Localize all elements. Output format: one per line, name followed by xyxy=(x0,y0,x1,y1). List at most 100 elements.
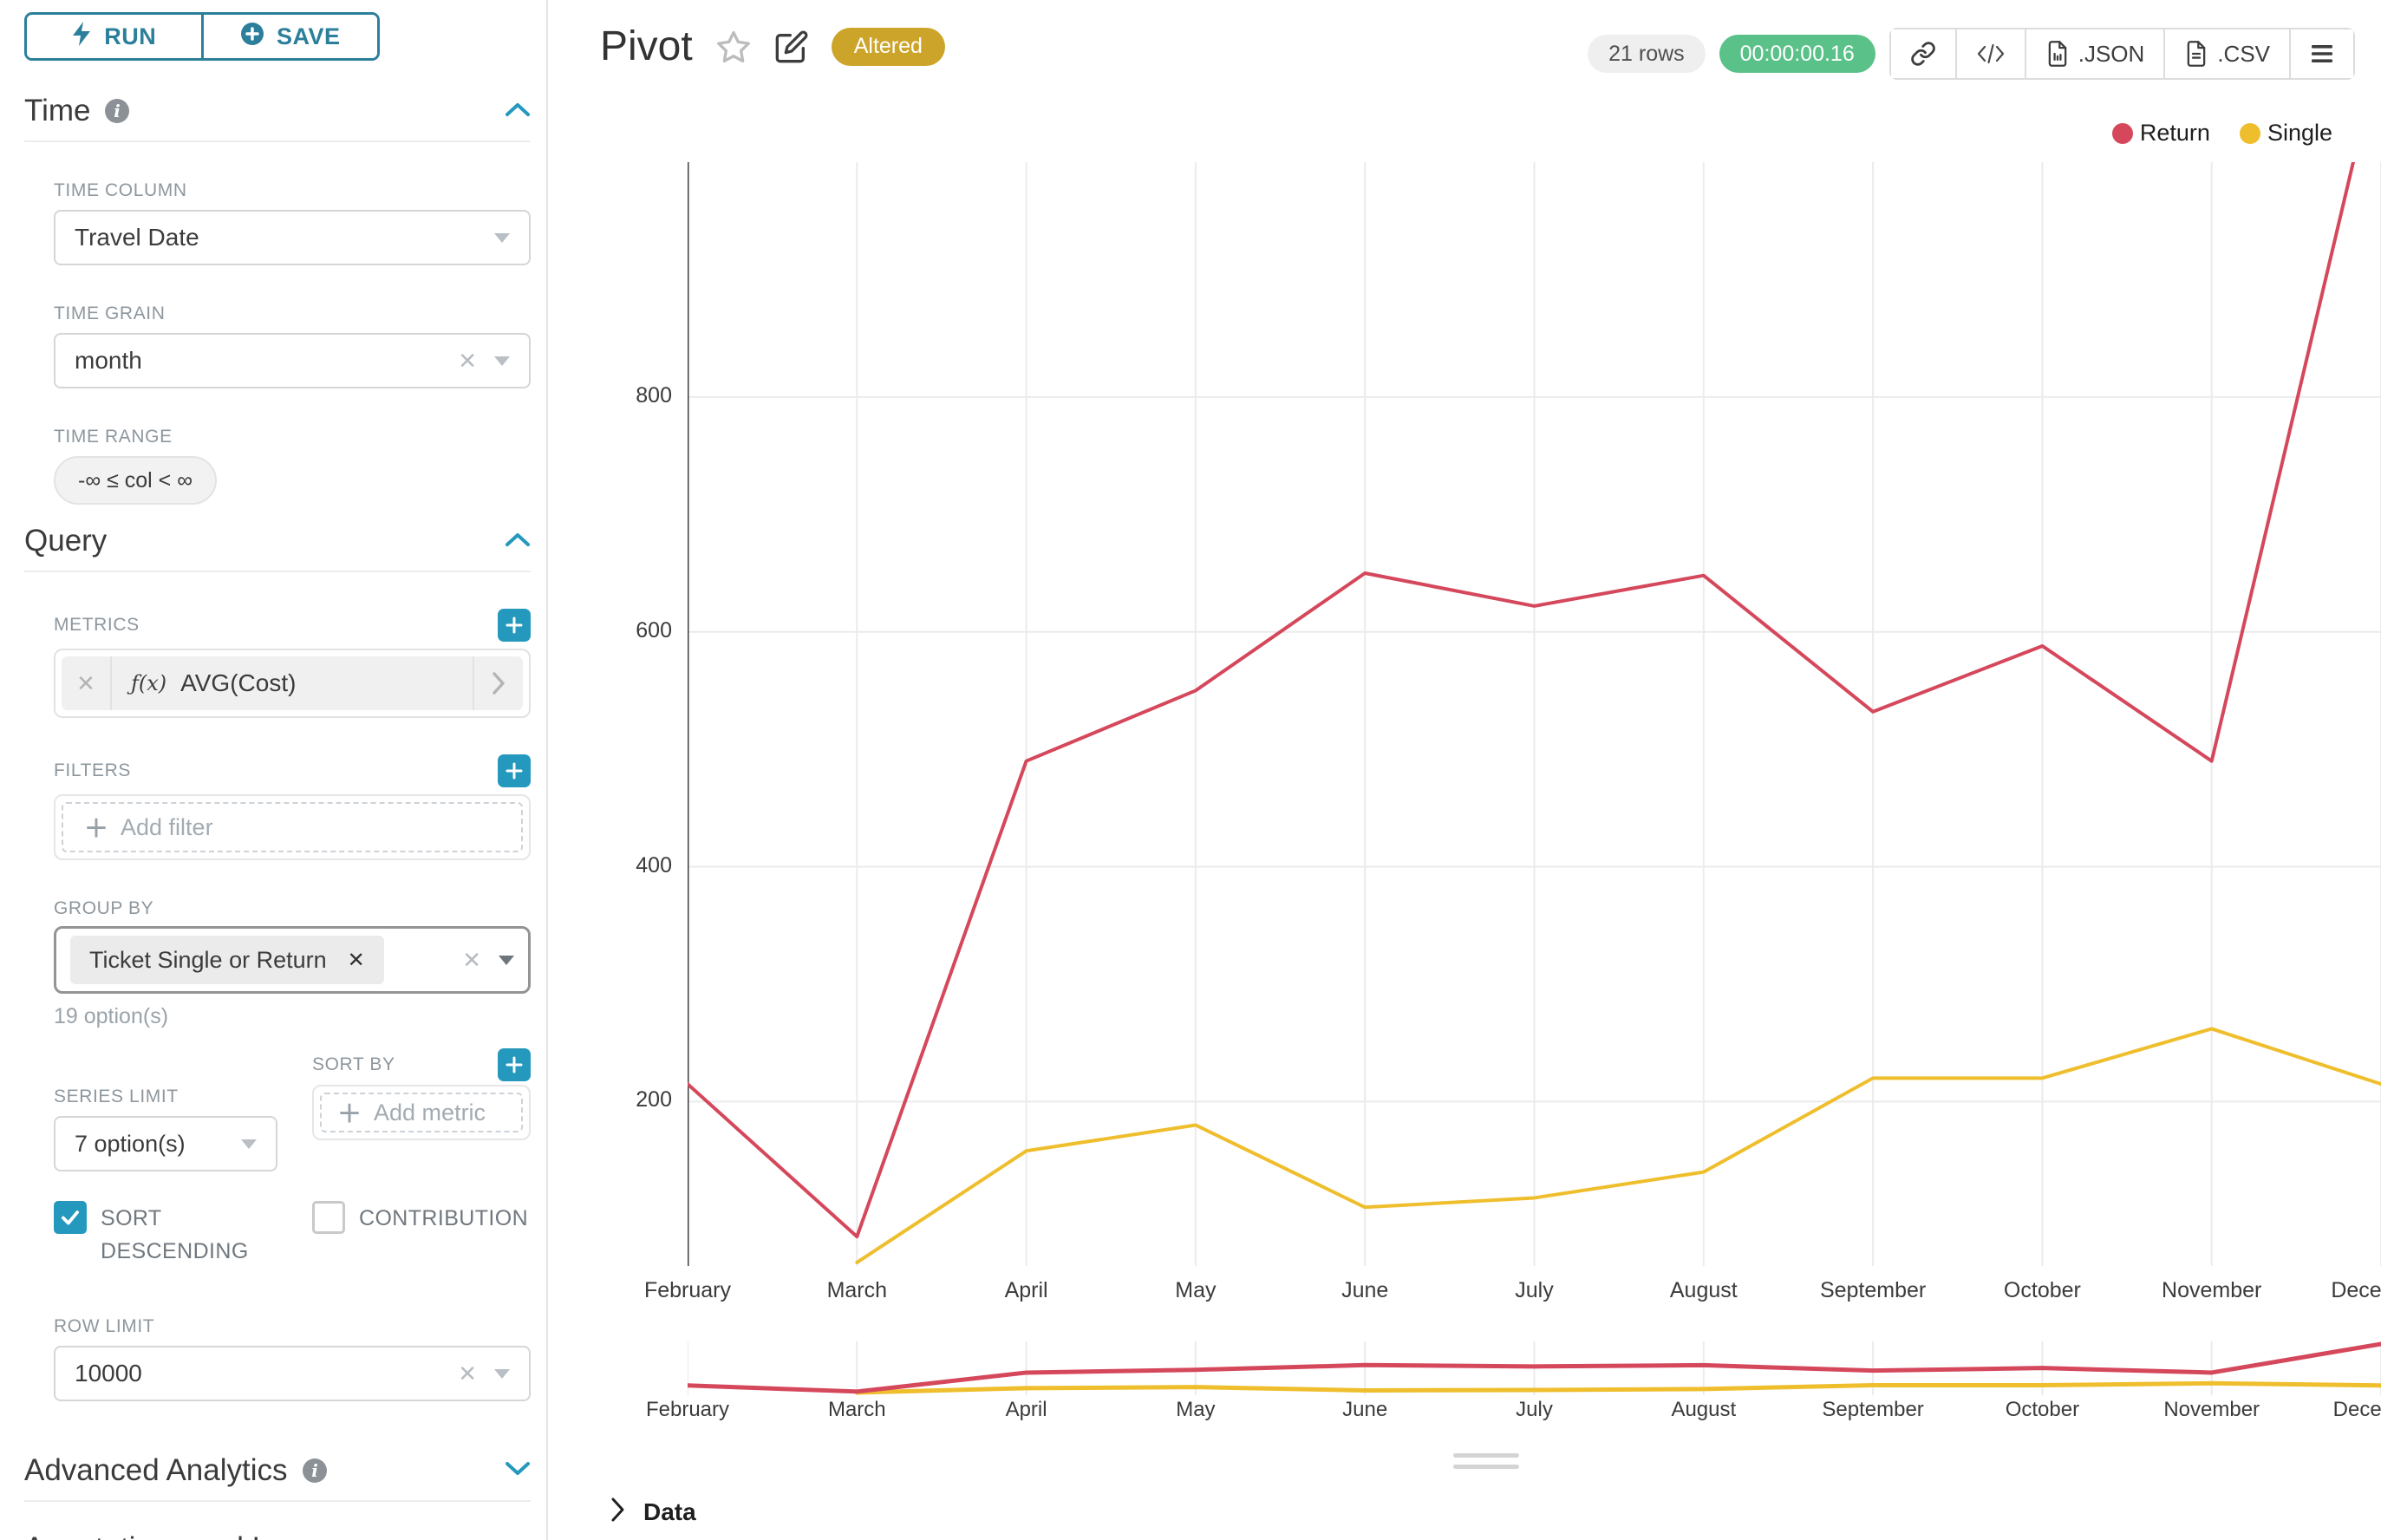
plus-icon xyxy=(506,617,523,634)
metric-expand-icon[interactable] xyxy=(473,656,523,710)
group-by-select[interactable]: Ticket Single or Return ✕ ✕ xyxy=(54,926,531,994)
row-limit-value: 10000 xyxy=(75,1360,142,1387)
x-axis-label: June xyxy=(1341,1278,1389,1302)
time-grain-select[interactable]: month ✕ xyxy=(54,333,531,388)
x-axis-label: December xyxy=(2332,1398,2381,1421)
edit-icon[interactable] xyxy=(774,29,809,64)
x-axis-label: February xyxy=(643,1278,732,1302)
data-panel-toggle[interactable]: Data xyxy=(610,1497,696,1527)
clear-icon[interactable]: ✕ xyxy=(458,348,477,374)
file-csv-icon xyxy=(2188,41,2206,67)
data-panel-label: Data xyxy=(643,1498,696,1525)
advanced-analytics-title: Advanced Analytics xyxy=(24,1453,288,1487)
group-by-label: GROUP BY xyxy=(54,898,154,918)
time-column-label: TIME COLUMN xyxy=(54,180,187,200)
metric-container: ✕ ƒ(x) AVG(Cost) xyxy=(54,649,531,718)
clear-icon[interactable]: ✕ xyxy=(458,1361,477,1387)
save-label: SAVE xyxy=(276,23,341,49)
save-button[interactable]: SAVE xyxy=(200,15,377,58)
chevron-down-icon xyxy=(494,1368,510,1379)
file-json-icon xyxy=(2048,41,2067,67)
altered-badge[interactable]: Altered xyxy=(831,27,945,66)
embed-code-button[interactable] xyxy=(1954,29,2025,78)
filter-container: ＋ Add filter xyxy=(54,794,531,860)
y-axis-label: 200 xyxy=(636,1087,672,1113)
legend-dot xyxy=(2239,122,2260,144)
svg-text:i: i xyxy=(311,1460,318,1481)
x-axis-label: June xyxy=(1342,1398,1388,1421)
x-axis-label: July xyxy=(1516,1398,1553,1421)
group-by-chip: Ticket Single or Return ✕ xyxy=(70,936,384,984)
x-axis-label: April xyxy=(1004,1278,1048,1302)
time-range-label: TIME RANGE xyxy=(54,427,173,447)
legend-item-return[interactable]: Return xyxy=(2111,120,2210,147)
add-sort-metric-box[interactable]: ＋ Add metric xyxy=(320,1093,523,1132)
favorite-star-icon[interactable] xyxy=(715,29,752,65)
timer-badge: 00:00:00.16 xyxy=(1719,35,1875,73)
section-header-advanced-analytics[interactable]: Advanced Analytics i xyxy=(24,1453,531,1488)
row-limit-label: ROW LIMIT xyxy=(54,1316,155,1336)
x-axis-label: March xyxy=(827,1398,886,1421)
metric-pill[interactable]: ✕ ƒ(x) AVG(Cost) xyxy=(62,656,523,710)
time-column-select[interactable]: Travel Date xyxy=(54,210,531,265)
export-csv-button[interactable]: .CSV xyxy=(2163,29,2289,78)
sort-by-plus-button[interactable] xyxy=(498,1048,531,1081)
control-panel: RUN SAVE Time i TIME COLUMN Travel Date xyxy=(0,0,548,1540)
plus-circle-icon xyxy=(240,22,264,52)
mini-chart[interactable] xyxy=(688,1341,2381,1395)
add-filter-plus-button[interactable] xyxy=(498,754,531,787)
time-grain-value: month xyxy=(75,347,142,374)
chevron-right-icon xyxy=(610,1497,626,1527)
remove-metric-icon[interactable]: ✕ xyxy=(62,656,112,710)
x-axis-label: August xyxy=(1671,1398,1737,1421)
section-header-time[interactable]: Time i xyxy=(24,94,531,128)
series-limit-select[interactable]: 7 option(s) xyxy=(54,1116,277,1171)
export-json-button[interactable]: .JSON xyxy=(2024,29,2164,78)
time-column-value: Travel Date xyxy=(75,224,199,251)
run-button[interactable]: RUN xyxy=(27,15,201,58)
sort-descending-checkbox[interactable] xyxy=(54,1201,87,1234)
checkmark-icon xyxy=(61,1210,80,1225)
time-range-chip[interactable]: -∞ ≤ col < ∞ xyxy=(54,456,218,505)
x-axis-label: September xyxy=(1819,1278,1927,1302)
info-icon: i xyxy=(302,1458,328,1484)
chevron-up-icon xyxy=(505,101,531,121)
add-metric-plus-button[interactable] xyxy=(498,609,531,642)
legend: Return Single xyxy=(2111,120,2332,147)
code-icon xyxy=(1977,43,2004,64)
options-hint: 19 option(s) xyxy=(54,1004,169,1028)
info-icon: i xyxy=(104,98,130,124)
resize-grip[interactable] xyxy=(1453,1453,1519,1476)
metric-name: AVG(Cost) xyxy=(180,669,297,696)
bolt-icon xyxy=(71,21,92,52)
legend-item-single[interactable]: Single xyxy=(2239,120,2332,147)
sort-by-label: SORT BY xyxy=(312,1054,395,1074)
add-filter-box[interactable]: ＋ Add filter xyxy=(62,802,523,852)
legend-dot xyxy=(2111,122,2133,144)
y-axis-label: 600 xyxy=(636,617,672,643)
filters-label: FILTERS xyxy=(54,760,131,780)
group-by-chip-label: Ticket Single or Return xyxy=(89,946,327,973)
divider xyxy=(24,1500,531,1502)
chevron-down-icon xyxy=(499,955,514,965)
page-title: Pivot xyxy=(600,23,693,69)
add-metric-placeholder: Add metric xyxy=(374,1099,486,1126)
contribution-checkbox[interactable] xyxy=(312,1201,345,1234)
sort-by-container: ＋ Add metric xyxy=(312,1085,531,1140)
share-link-button[interactable] xyxy=(1890,29,1955,78)
section-header-query[interactable]: Query xyxy=(24,524,531,558)
annotations-title: Annotations and Layers xyxy=(24,1531,343,1540)
chip-remove-icon[interactable]: ✕ xyxy=(347,948,365,972)
chevron-down-icon xyxy=(494,356,510,366)
clear-icon[interactable]: ✕ xyxy=(462,947,481,973)
row-limit-select[interactable]: 10000 ✕ xyxy=(54,1346,531,1401)
section-header-annotations[interactable]: Annotations and Layers xyxy=(24,1531,531,1540)
legend-label: Single xyxy=(2267,120,2332,146)
add-filter-placeholder: Add filter xyxy=(121,813,213,840)
menu-button[interactable] xyxy=(2289,29,2353,78)
chart-panel: Pivot Altered 21 rows 00:00:00.16 xyxy=(550,0,2381,1540)
x-axis-label: July xyxy=(1515,1278,1554,1302)
time-section-title: Time xyxy=(24,94,91,127)
run-label: RUN xyxy=(104,23,157,49)
